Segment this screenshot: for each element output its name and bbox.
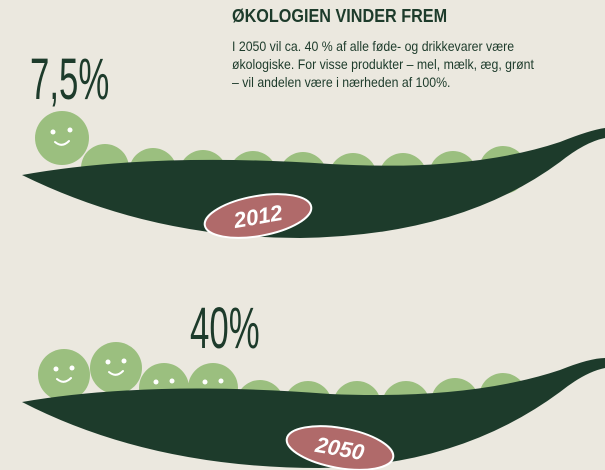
pea-eye — [219, 379, 224, 384]
pea — [90, 342, 142, 394]
pea-eye — [203, 380, 208, 385]
page: body { margin: 0; background: #ebe8df; f… — [0, 0, 605, 470]
pea-eye — [122, 359, 127, 364]
pea-eye — [70, 366, 75, 371]
pea — [38, 349, 90, 401]
body: {"header": {"title": "ØKOLOGIEN VINDER F… — [0, 0, 605, 470]
pea-eye — [106, 360, 111, 365]
share: 7,5% — [30, 48, 109, 112]
pea — [35, 111, 89, 165]
pea-eye — [68, 128, 73, 133]
text-line: – vil andelen være i nærheden af 100%. — [232, 74, 450, 90]
share: 40% — [190, 297, 260, 361]
text-line: I 2050 vil ca. 40 % af alle føde- og dri… — [232, 38, 514, 54]
title: ØKOLOGIEN VINDER FREM — [232, 6, 447, 27]
text-line: økologiske. For visse produkter – mel, m… — [232, 56, 534, 72]
pod-2050: 2050 40% — [22, 297, 605, 470]
pea-eye — [154, 380, 159, 385]
pea-eye — [54, 367, 59, 372]
pea-eye — [170, 379, 175, 384]
pea-eye — [51, 130, 56, 135]
infographic: 2012 7,5% — [0, 0, 605, 470]
